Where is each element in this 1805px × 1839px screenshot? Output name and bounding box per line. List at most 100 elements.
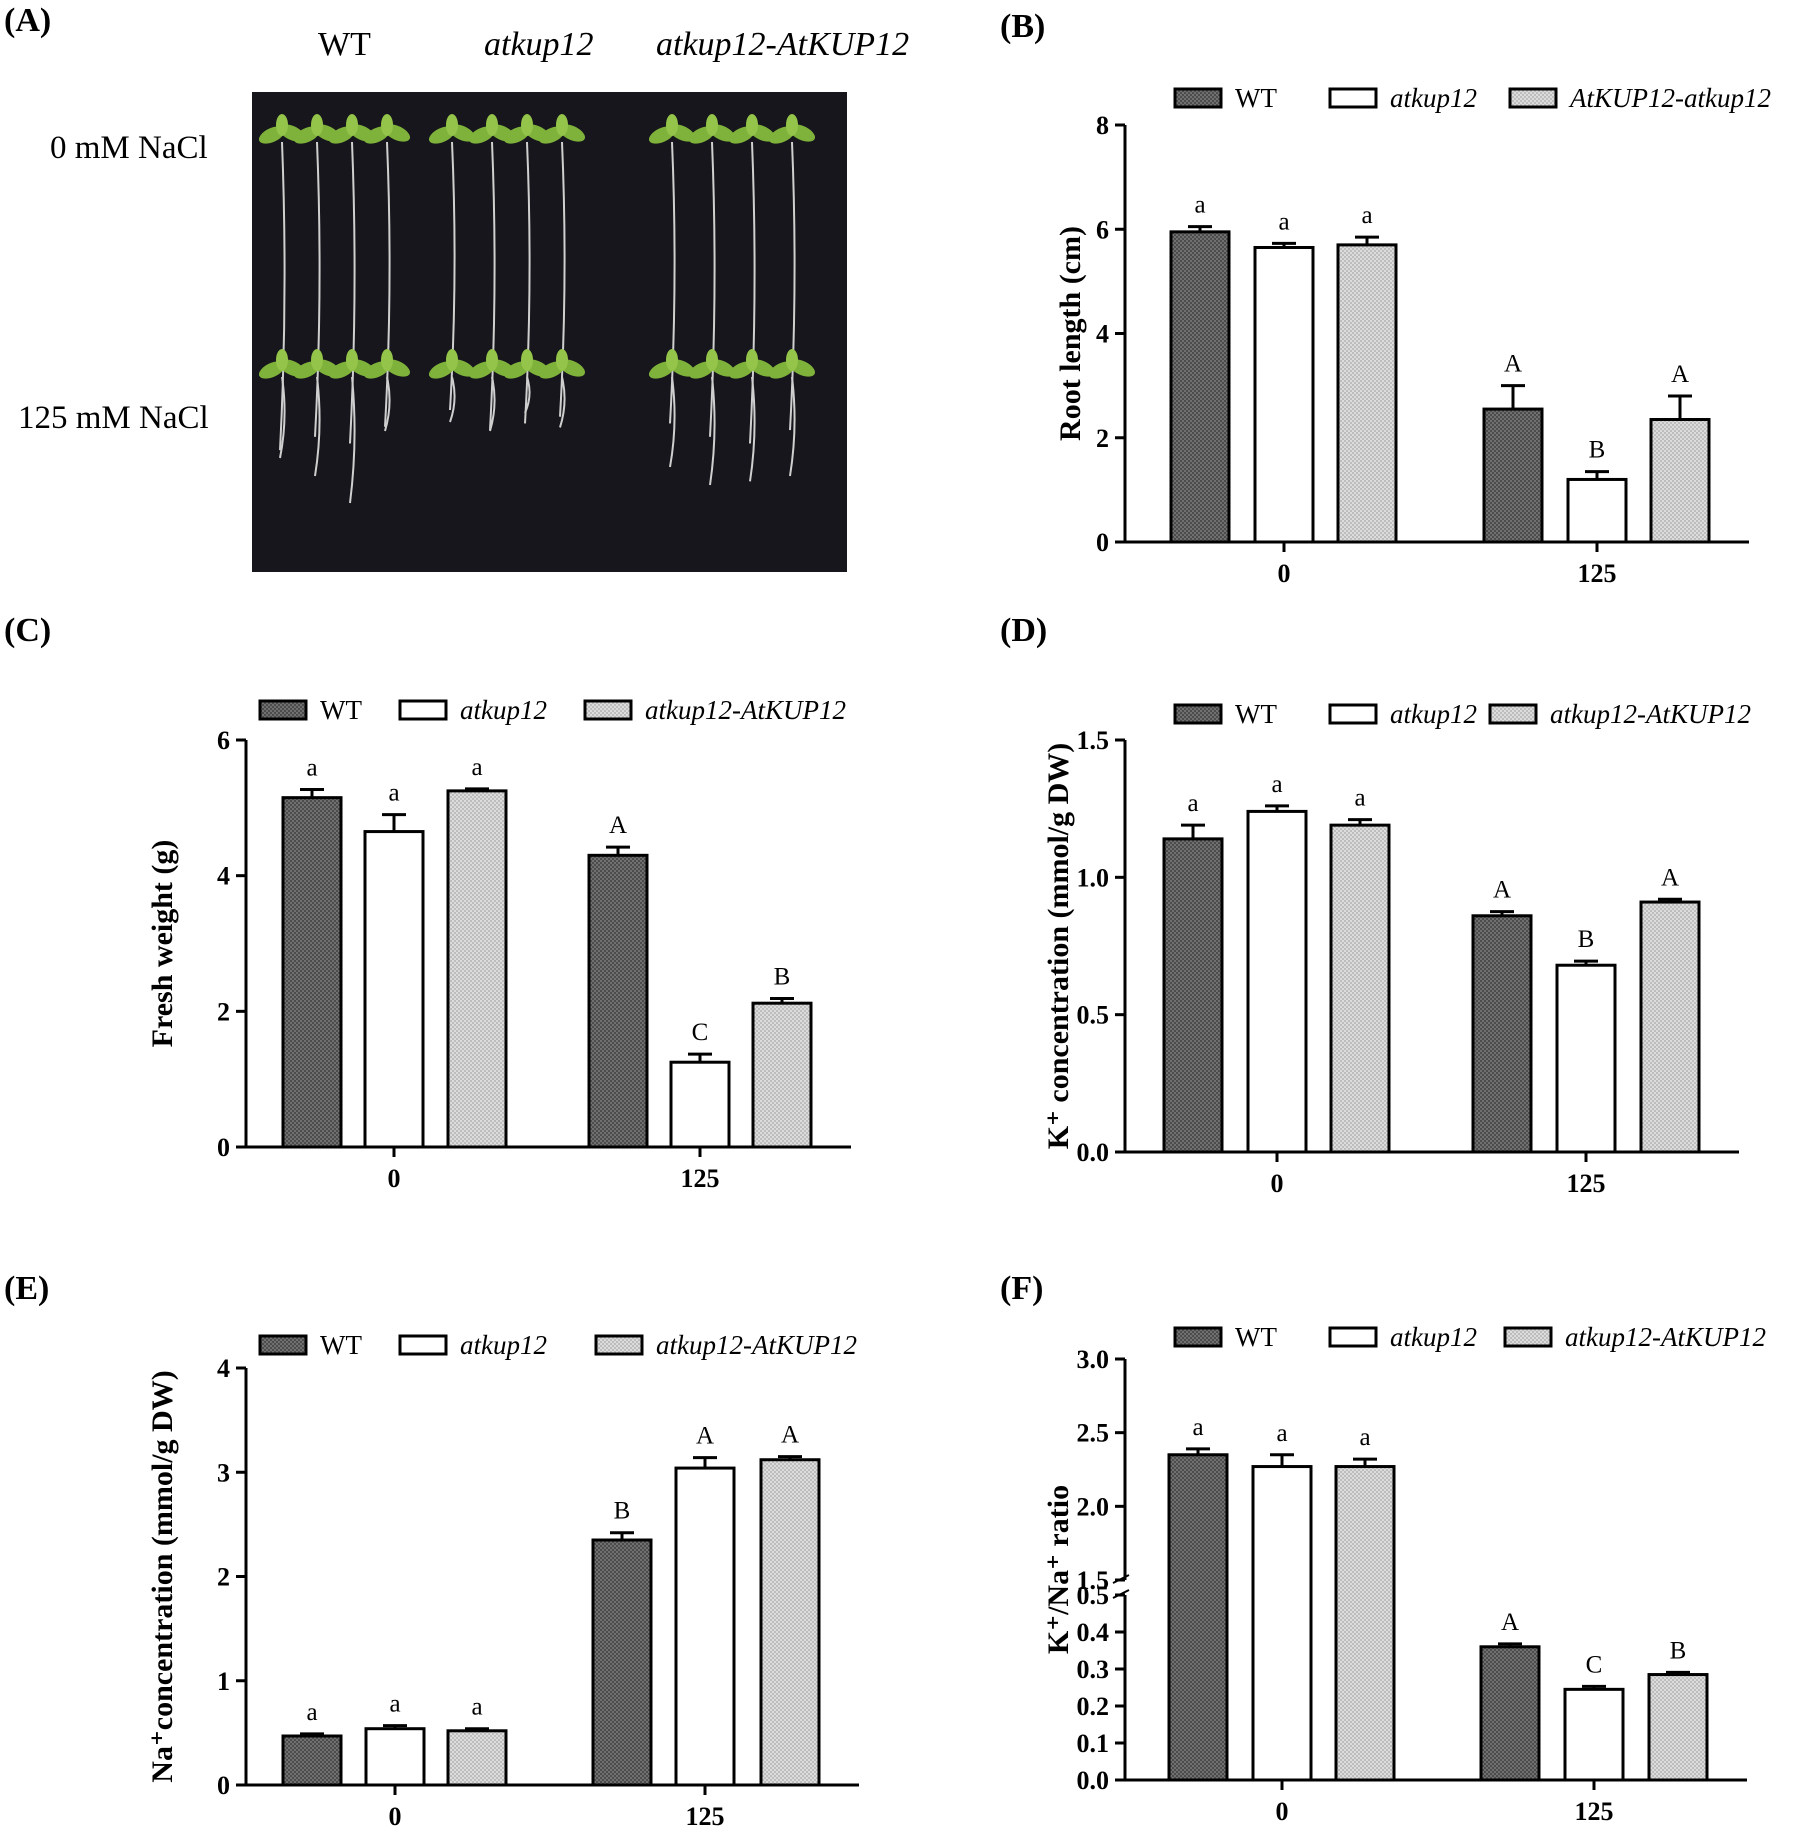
seedling-root bbox=[789, 141, 796, 431]
seedling-root bbox=[559, 141, 566, 417]
legend-swatch bbox=[1328, 87, 1378, 109]
bar bbox=[751, 1001, 813, 1149]
x-tick-label: 0 bbox=[388, 1164, 401, 1193]
seedling-leaf bbox=[446, 349, 458, 371]
seedling-leaf bbox=[746, 349, 758, 371]
seedling-leaf bbox=[786, 349, 798, 371]
significance-letter: B bbox=[774, 963, 791, 990]
seedling-leaf bbox=[521, 114, 533, 136]
bar bbox=[281, 796, 343, 1149]
bar bbox=[1167, 1453, 1229, 1782]
y-axis-label: Na⁺concentration (mmol/g DW) bbox=[146, 1370, 179, 1782]
bar bbox=[669, 1060, 731, 1149]
seedling-root bbox=[709, 141, 716, 437]
panel-label-d: (D) bbox=[1000, 612, 1048, 649]
significance-letter: a bbox=[1192, 1414, 1203, 1441]
legend-swatch bbox=[1173, 87, 1223, 109]
seedling-root bbox=[349, 376, 356, 504]
significance-letter: a bbox=[1354, 785, 1365, 812]
bar bbox=[1471, 914, 1533, 1154]
y-tick-label: 0.0 bbox=[1077, 1766, 1110, 1795]
legend-swatch bbox=[1328, 703, 1378, 725]
seedling-leaf bbox=[786, 114, 798, 136]
seedling-root bbox=[749, 141, 756, 444]
seedling-root bbox=[279, 141, 286, 451]
seedling-leaf bbox=[276, 349, 288, 371]
chart-na-concentration: WT atkup12 atkup12-AtKUP12 0 1 2 3 4 0 125 a Ba Aa A N… bbox=[146, 1330, 859, 1831]
bar bbox=[446, 789, 508, 1149]
y-tick-label: 0.4 bbox=[1077, 1618, 1110, 1647]
seedling-root bbox=[449, 376, 456, 423]
seedling-root bbox=[669, 376, 676, 468]
significance-letter: A bbox=[1661, 864, 1679, 891]
bar bbox=[1336, 243, 1398, 544]
x-tick-label: 125 bbox=[1575, 1797, 1614, 1826]
x-tick-label: 0 bbox=[1278, 559, 1291, 588]
y-tick-label: 1.5 bbox=[1077, 1566, 1110, 1595]
seedling-leaf bbox=[556, 114, 568, 136]
significance-letter: B bbox=[1578, 926, 1595, 953]
legend-label: WT bbox=[320, 695, 362, 725]
seedling-leaf bbox=[311, 349, 323, 371]
significance-letter: A bbox=[609, 812, 627, 839]
chart-k-na-ratio: WT atkup12 atkup12-AtKUP12 1.5 2.0 2.5 3.0 0.0 0… bbox=[1042, 1322, 1766, 1826]
seedling-root bbox=[749, 376, 756, 482]
bar bbox=[1639, 900, 1701, 1154]
legend-label: atkup12-AtKUP12 bbox=[645, 695, 846, 725]
significance-letter: B bbox=[1670, 1637, 1687, 1664]
legend-swatch bbox=[398, 699, 448, 721]
bar bbox=[674, 1466, 736, 1787]
y-tick-label: 8 bbox=[1096, 111, 1109, 140]
bar bbox=[1649, 418, 1711, 544]
seedling-leaf bbox=[666, 349, 678, 371]
seedling-root bbox=[449, 141, 456, 411]
bar bbox=[1329, 823, 1391, 1154]
legend-swatch bbox=[258, 1334, 308, 1356]
x-tick-label: 0 bbox=[1276, 1797, 1289, 1826]
y-tick-label: 3.0 bbox=[1077, 1345, 1110, 1374]
bar bbox=[1555, 963, 1617, 1154]
bar bbox=[363, 830, 425, 1149]
y-tick-label: 1.0 bbox=[1077, 863, 1110, 892]
legend-swatch bbox=[594, 1334, 644, 1356]
legend-swatch bbox=[398, 1334, 448, 1356]
seedling-leaf bbox=[486, 114, 498, 136]
panel-label-e: (E) bbox=[4, 1270, 50, 1307]
y-tick-label: 4 bbox=[217, 1354, 230, 1383]
panel-label-b: (B) bbox=[1000, 8, 1046, 45]
bar bbox=[364, 1727, 426, 1787]
bar bbox=[591, 1538, 653, 1787]
seedling-root bbox=[489, 376, 496, 432]
photo-header-wt: WT bbox=[318, 26, 371, 63]
y-tick-label: 4 bbox=[217, 862, 230, 891]
seedling-leaf bbox=[381, 114, 393, 136]
photo-header-complemented: atkup12-AtKUP12 bbox=[656, 26, 910, 63]
x-tick-label: 0 bbox=[389, 1802, 402, 1831]
seedling-root bbox=[489, 141, 496, 431]
photo-row-label-control: 0 mM NaCl bbox=[50, 130, 208, 166]
seedling-drawing bbox=[258, 114, 816, 504]
bar bbox=[1563, 1687, 1625, 1782]
bar bbox=[1647, 1673, 1709, 1782]
bar bbox=[1334, 1465, 1396, 1782]
seedling-leaf bbox=[276, 114, 288, 136]
panel-label-c: (C) bbox=[4, 612, 52, 649]
bar bbox=[1162, 837, 1224, 1154]
seedling-leaf bbox=[311, 114, 323, 136]
significance-letter: A bbox=[1671, 361, 1689, 388]
significance-letter: A bbox=[781, 1422, 799, 1449]
chart-fresh-weight: WT atkup12 atkup12-AtKUP12 0 2 4 6 0 125 a Aa Ca B Fr… bbox=[146, 695, 851, 1193]
y-tick-label: 4 bbox=[1096, 320, 1109, 349]
legend-label: atkup12 bbox=[1390, 699, 1477, 729]
legend-swatch bbox=[1488, 703, 1538, 725]
seedling-root bbox=[524, 376, 531, 414]
y-tick-label: 0.2 bbox=[1077, 1692, 1110, 1721]
legend-swatch bbox=[1508, 87, 1558, 109]
legend-swatch bbox=[583, 699, 633, 721]
legend-label: atkup12 bbox=[460, 1330, 547, 1360]
seedling-root bbox=[524, 141, 531, 424]
seedling-root bbox=[384, 141, 391, 427]
legend-swatch bbox=[258, 699, 308, 721]
significance-letter: A bbox=[1504, 351, 1522, 378]
panel-label-a: (A) bbox=[4, 2, 52, 39]
